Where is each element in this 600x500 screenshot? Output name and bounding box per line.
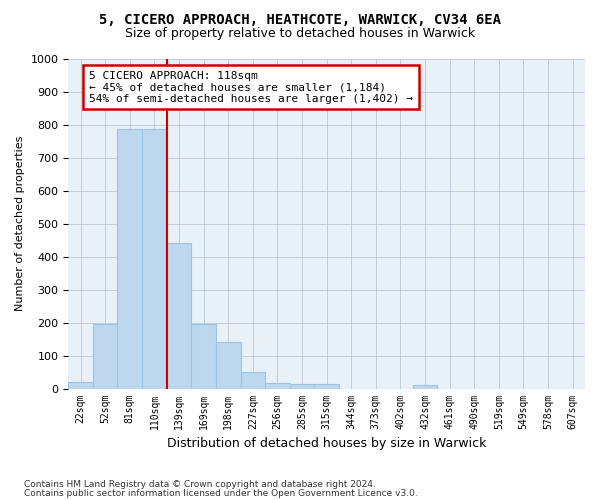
- Bar: [118, 128, 142, 388]
- Bar: [167, 242, 191, 388]
- Text: 5 CICERO APPROACH: 118sqm
← 45% of detached houses are smaller (1,184)
54% of se: 5 CICERO APPROACH: 118sqm ← 45% of detac…: [89, 70, 413, 104]
- Bar: [191, 324, 216, 388]
- Bar: [142, 128, 167, 388]
- Bar: [265, 383, 290, 388]
- Bar: [216, 342, 241, 388]
- Text: Contains public sector information licensed under the Open Government Licence v3: Contains public sector information licen…: [24, 488, 418, 498]
- Bar: [93, 324, 118, 388]
- Bar: [314, 384, 339, 388]
- Text: Size of property relative to detached houses in Warwick: Size of property relative to detached ho…: [125, 28, 475, 40]
- Bar: [413, 385, 437, 388]
- Text: 5, CICERO APPROACH, HEATHCOTE, WARWICK, CV34 6EA: 5, CICERO APPROACH, HEATHCOTE, WARWICK, …: [99, 12, 501, 26]
- X-axis label: Distribution of detached houses by size in Warwick: Distribution of detached houses by size …: [167, 437, 487, 450]
- Text: Contains HM Land Registry data © Crown copyright and database right 2024.: Contains HM Land Registry data © Crown c…: [24, 480, 376, 489]
- Bar: [68, 382, 93, 388]
- Bar: [290, 384, 314, 388]
- Bar: [241, 372, 265, 388]
- Y-axis label: Number of detached properties: Number of detached properties: [15, 136, 25, 312]
